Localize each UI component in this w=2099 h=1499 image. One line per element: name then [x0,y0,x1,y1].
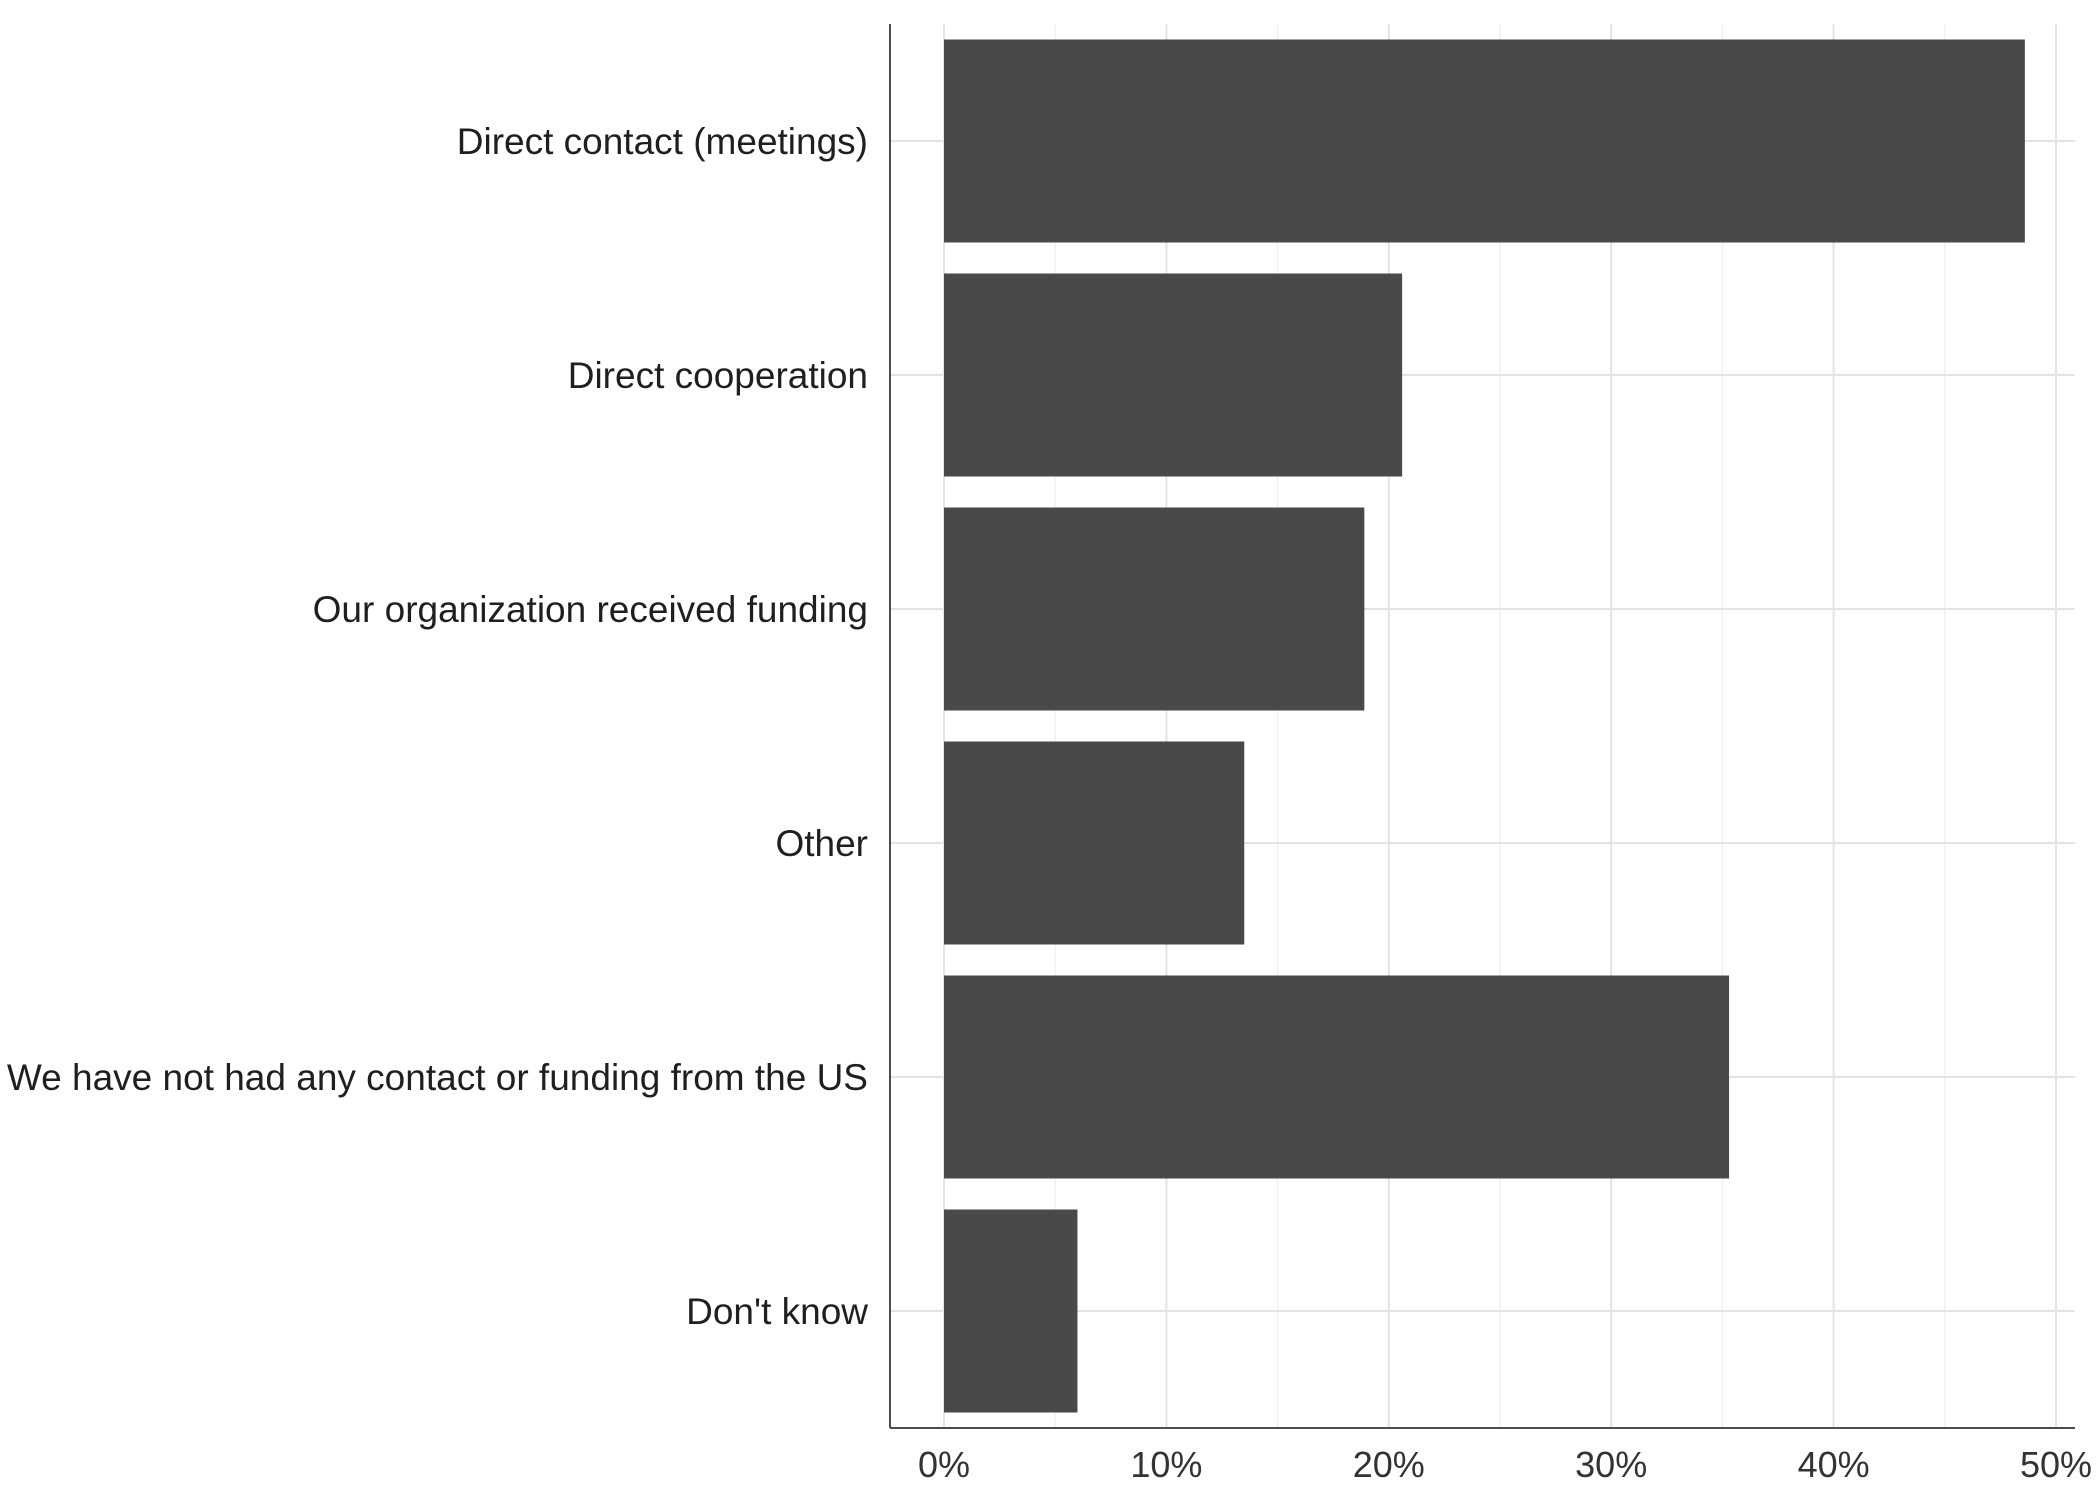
category-label: Direct contact (meetings) [457,121,868,162]
x-tick-label: 20% [1353,1444,1425,1485]
grid [890,24,2075,1428]
bar-5 [944,1209,1078,1413]
bars [944,39,2025,1413]
category-labels: Direct contact (meetings) Direct cooperat… [7,121,868,1332]
category-label: We have not had any contact or funding f… [7,1057,868,1098]
x-tick-label: 30% [1575,1444,1647,1485]
axes [889,24,2075,1429]
bar-1 [944,273,1403,477]
category-label: Direct cooperation [568,355,868,396]
bar-2 [944,507,1365,711]
x-tick-label: 40% [1798,1444,1870,1485]
category-label: Our organization received funding [313,589,868,630]
bar-3 [944,741,1245,945]
x-tick-label: 10% [1130,1444,1202,1485]
x-tick-labels: 0% 10% 20% 30% 40% 50% [918,1444,2092,1485]
category-label: Don't know [686,1291,868,1332]
x-tick-label: 50% [2020,1444,2092,1485]
category-label: Other [775,823,868,864]
bar-4 [944,975,1730,1179]
bar-0 [944,39,2025,243]
x-tick-label: 0% [918,1444,970,1485]
